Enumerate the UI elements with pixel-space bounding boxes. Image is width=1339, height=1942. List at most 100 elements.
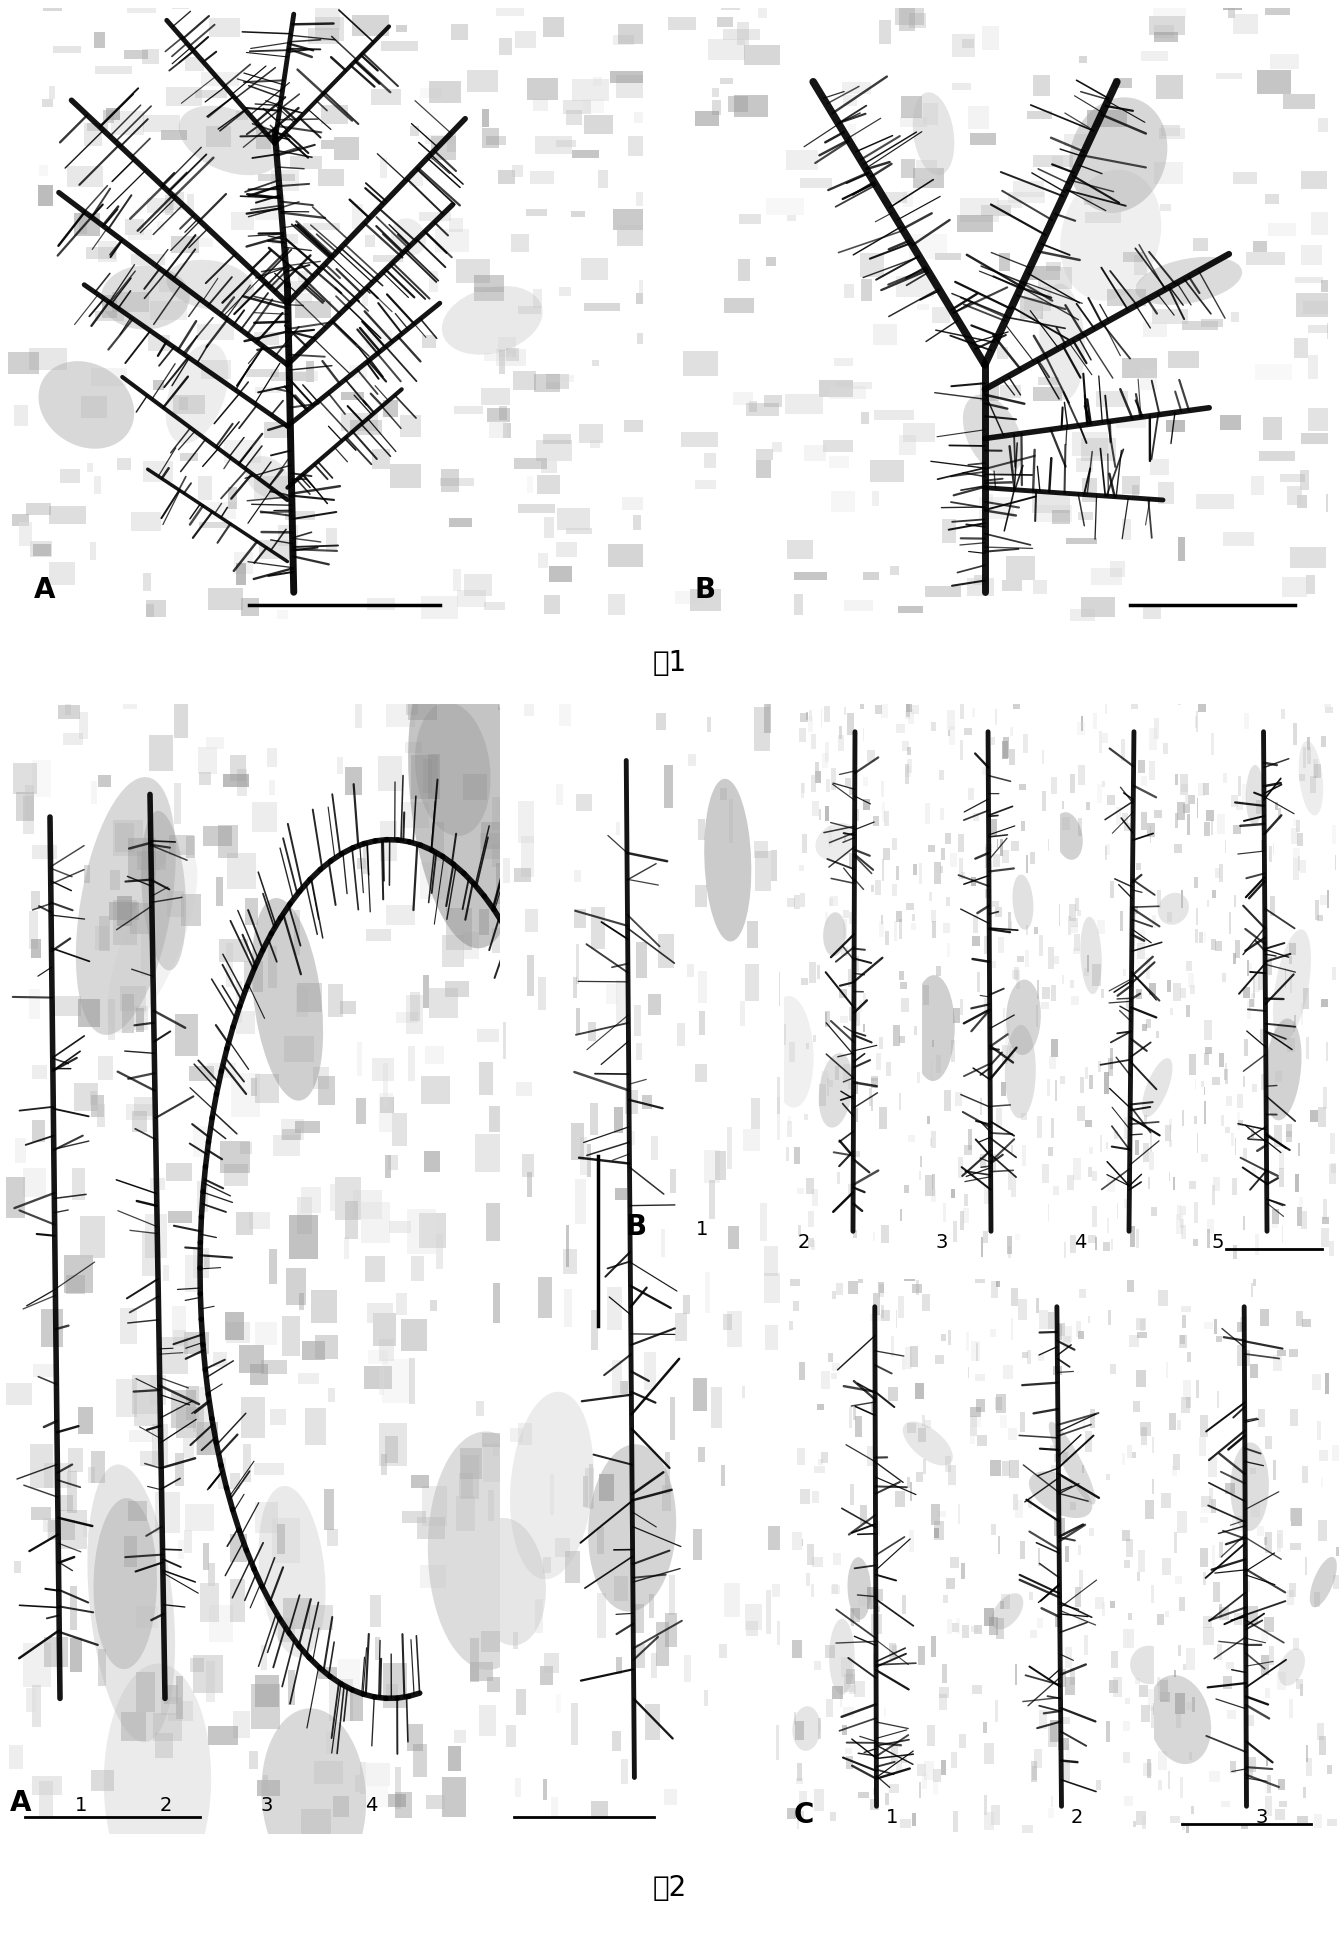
Bar xyxy=(881,915,884,924)
Bar xyxy=(1083,1414,1085,1431)
Bar xyxy=(943,1204,947,1222)
Ellipse shape xyxy=(1006,979,1040,1055)
Bar xyxy=(1011,1144,1014,1154)
Bar xyxy=(383,1662,407,1707)
Bar xyxy=(1293,849,1300,858)
Bar xyxy=(1032,491,1070,513)
Bar xyxy=(1133,1400,1141,1412)
Bar xyxy=(1117,1202,1118,1220)
Bar xyxy=(830,895,838,907)
Bar xyxy=(1181,783,1188,792)
Bar xyxy=(1214,868,1220,878)
Bar xyxy=(1137,1571,1139,1581)
Bar xyxy=(1319,895,1327,905)
Bar xyxy=(1154,33,1178,43)
Bar xyxy=(435,1233,443,1268)
Bar xyxy=(1070,1503,1075,1509)
Bar xyxy=(450,23,467,39)
Bar xyxy=(1184,1381,1192,1400)
Bar xyxy=(498,171,516,184)
Bar xyxy=(1054,1455,1063,1462)
Bar xyxy=(1287,1037,1295,1053)
Bar xyxy=(1110,1680,1118,1693)
Bar xyxy=(1034,1748,1042,1767)
Bar xyxy=(1126,1445,1133,1458)
Bar xyxy=(977,973,980,992)
Bar xyxy=(1201,1082,1204,1088)
Bar xyxy=(115,823,134,853)
Bar xyxy=(233,1711,250,1738)
Bar xyxy=(1185,794,1189,806)
Bar xyxy=(856,1416,862,1437)
Bar xyxy=(821,709,822,728)
Bar xyxy=(371,89,402,105)
Bar xyxy=(380,159,387,179)
Bar xyxy=(884,812,889,825)
Bar xyxy=(68,1447,83,1472)
Bar xyxy=(1006,1031,1010,1051)
Bar xyxy=(1056,1324,1062,1340)
Bar xyxy=(904,1185,909,1192)
Bar xyxy=(1094,713,1097,730)
Bar xyxy=(870,1078,877,1088)
Bar xyxy=(798,1361,805,1379)
Bar xyxy=(996,1282,1000,1288)
Bar xyxy=(584,303,620,311)
Bar xyxy=(624,419,656,431)
Bar xyxy=(818,1717,821,1738)
Bar xyxy=(797,1763,802,1781)
Bar xyxy=(799,179,832,188)
Bar xyxy=(838,734,844,752)
Bar xyxy=(1018,1299,1027,1321)
Bar xyxy=(1107,1058,1113,1076)
Bar xyxy=(1150,827,1152,843)
Bar xyxy=(1324,699,1331,707)
Bar xyxy=(1218,1053,1224,1068)
Bar xyxy=(1169,1119,1172,1130)
Bar xyxy=(481,821,501,849)
Bar xyxy=(1086,1121,1093,1126)
Bar xyxy=(798,1449,805,1466)
Bar xyxy=(1154,810,1162,818)
Bar xyxy=(615,1107,623,1132)
Bar xyxy=(846,713,854,736)
Bar xyxy=(612,1359,623,1396)
Bar xyxy=(379,1093,392,1132)
Bar xyxy=(858,1596,868,1606)
Bar xyxy=(495,800,524,814)
Bar xyxy=(998,348,1007,359)
Bar xyxy=(1223,1676,1232,1690)
Bar xyxy=(1241,1824,1248,1829)
Ellipse shape xyxy=(1279,1649,1306,1686)
Bar xyxy=(1212,1185,1216,1204)
Bar xyxy=(790,1043,795,1062)
Bar xyxy=(386,1155,391,1179)
Bar xyxy=(1107,289,1146,307)
Bar xyxy=(1149,16,1185,35)
Bar xyxy=(952,84,971,89)
Bar xyxy=(1157,1614,1164,1625)
Bar xyxy=(498,680,505,711)
Bar xyxy=(121,1713,146,1742)
Bar xyxy=(822,753,828,767)
Bar xyxy=(873,816,880,825)
Bar xyxy=(944,924,949,932)
Ellipse shape xyxy=(815,823,857,860)
Bar xyxy=(628,136,660,155)
Bar xyxy=(1265,1688,1269,1697)
Bar xyxy=(98,775,111,787)
Bar xyxy=(303,1342,325,1359)
Bar xyxy=(1051,155,1063,167)
Bar xyxy=(1208,901,1209,907)
Bar xyxy=(1137,942,1145,959)
Bar xyxy=(395,1012,418,1023)
Bar xyxy=(1259,451,1295,460)
Bar xyxy=(703,1690,707,1705)
Bar xyxy=(308,29,339,45)
Bar xyxy=(186,1387,198,1420)
Bar xyxy=(177,1676,183,1719)
Bar xyxy=(683,1295,690,1315)
Bar xyxy=(174,693,189,738)
Bar xyxy=(513,1631,518,1649)
Bar xyxy=(383,1062,388,1107)
